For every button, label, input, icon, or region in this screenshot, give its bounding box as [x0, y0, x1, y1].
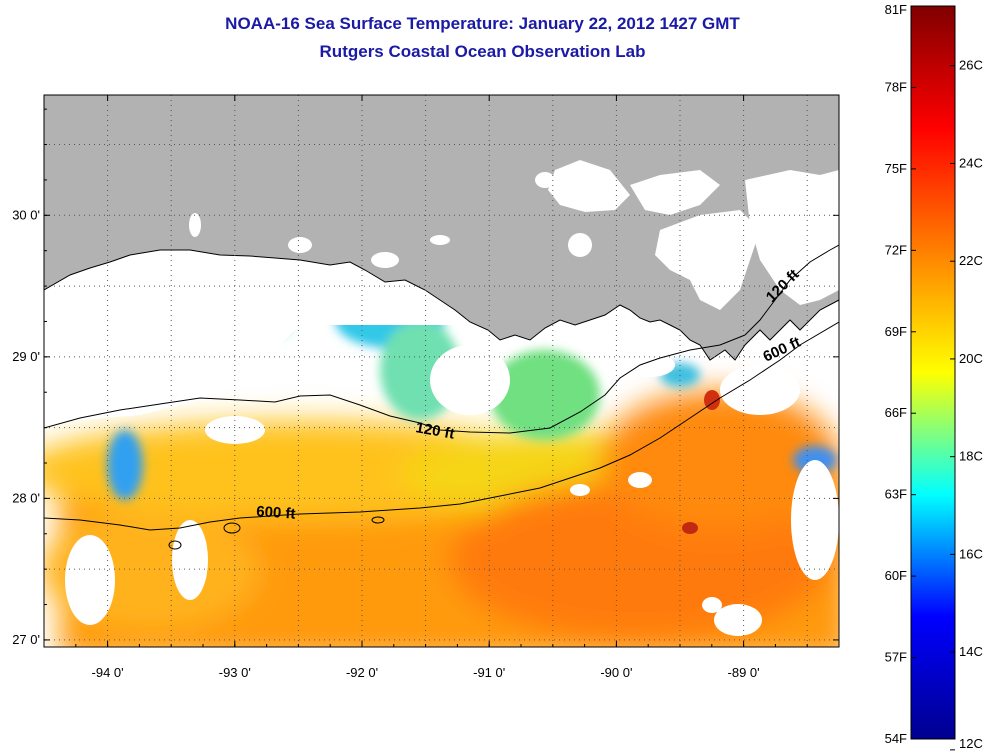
contour-120ft-east	[744, 244, 839, 336]
colorbar-f-label: 54F	[885, 731, 907, 746]
colorbar-c-label: 16C	[959, 546, 983, 561]
lon-tick-label: -93 0'	[219, 665, 251, 680]
sst-field	[44, 270, 839, 647]
contour-closed-1	[223, 522, 241, 534]
map-subtitle: Rutgers Coastal Ocean Observation Lab	[319, 42, 646, 61]
colorbar-f-label: 66F	[885, 405, 907, 420]
lat-tick-label: 27 0'	[12, 632, 40, 647]
colorbar-c-label: 20C	[959, 351, 983, 366]
lon-tick-label: -90 0'	[600, 665, 632, 680]
colorbar-c-label: 18C	[959, 449, 983, 464]
bathymetry-contours	[44, 244, 839, 550]
lat-tick-label: 28 0'	[12, 490, 40, 505]
lon-tick-label: -91 0'	[473, 665, 505, 680]
colorbar-c-label: 26C	[959, 58, 983, 73]
colorbar-c-label: 24C	[959, 155, 983, 170]
colorbar-f-label: 81F	[885, 2, 907, 17]
contour-closed-3	[168, 540, 182, 550]
sst-hot-spot-1	[704, 390, 720, 410]
contour-600ft-west	[44, 321, 839, 531]
colorbar-c-label: 22C	[959, 253, 983, 268]
colorbar-ticks: 81F 78F 75F 72F 69F 66F 63F 60F 57F 54F 26C 24C 22C 2…	[885, 2, 983, 751]
lat-tick-label: 30 0'	[12, 207, 40, 222]
lon-tick-label: -94 0'	[92, 665, 124, 680]
inland-water	[189, 160, 839, 310]
coastline	[44, 249, 839, 361]
colorbar-f-label: 57F	[885, 650, 907, 665]
colorbar-ramp	[910, 5, 956, 740]
temperature-colorbar: 81F 78F 75F 72F 69F 66F 63F 60F 57F 54F 26C 24C 22C 2…	[885, 2, 983, 751]
map-gridlines	[44, 95, 839, 647]
colorbar-f-label: 69F	[885, 324, 907, 339]
contour-label-600ft: 600 ft	[256, 503, 296, 523]
land-mass	[44, 95, 839, 360]
sst-cool-west	[107, 430, 143, 500]
land-gulf-coast	[44, 95, 839, 360]
lon-tick-label: -89 0'	[728, 665, 760, 680]
lat-tick-label: 29 0'	[12, 349, 40, 364]
sst-cool-nearshore-3	[490, 350, 600, 440]
colorbar-f-label: 78F	[885, 79, 907, 94]
sst-hot-spot-2	[682, 522, 698, 534]
map-axes: -94 0' -93 0' -92 0' -91 0' -90 0' -89 0' 30 0…	[12, 95, 840, 680]
contour-closed-2	[371, 516, 385, 524]
sst-warm-east	[600, 390, 839, 530]
colorbar-f-label: 72F	[885, 242, 907, 257]
lon-tick-label: -92 0'	[346, 665, 378, 680]
colorbar-c-label: 12C	[959, 736, 983, 751]
contour-label-120ft: 120 ft	[414, 419, 456, 443]
colorbar-f-label: 75F	[885, 161, 907, 176]
map-panel: 120 ft 600 ft 120 ft 600 ft	[44, 95, 839, 647]
map-frame	[43, 94, 840, 648]
colorbar-c-label: 14C	[959, 644, 983, 659]
map-title: NOAA-16 Sea Surface Temperature: January…	[225, 14, 740, 33]
colorbar-f-label: 63F	[885, 487, 907, 502]
colorbar-f-label: 60F	[885, 568, 907, 583]
contour-120ft-west	[44, 334, 746, 434]
